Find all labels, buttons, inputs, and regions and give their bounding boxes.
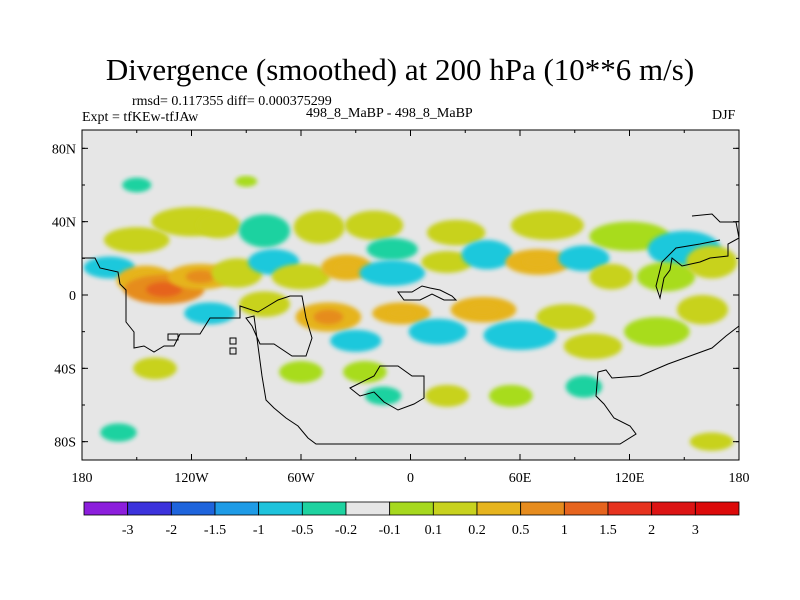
field-blob	[366, 238, 418, 261]
y-tick-label: 0	[69, 289, 76, 304]
field-blob-core	[335, 261, 359, 274]
season-label: DJF	[712, 108, 736, 123]
field-blob	[238, 291, 291, 317]
field-blob	[271, 263, 331, 290]
x-tick-label: 60E	[509, 471, 532, 486]
colorbar-box	[83, 501, 129, 516]
field-blob	[364, 386, 402, 406]
x-tick-label: 60W	[287, 471, 315, 486]
coastline-antarctic-land	[349, 365, 425, 411]
colorbar-box	[476, 501, 522, 516]
field-blob	[330, 329, 382, 352]
field-blob	[461, 240, 513, 270]
field-blob	[359, 260, 426, 286]
field-blob	[686, 245, 738, 279]
field-blob	[133, 357, 177, 380]
x-tick-label: 0	[407, 471, 414, 486]
x-tick-label: 120E	[615, 471, 645, 486]
colorbar-label: -2	[165, 523, 177, 538]
colorbar-label: -3	[122, 523, 134, 538]
colorbar-label: -0.1	[379, 523, 401, 538]
field-blob	[558, 245, 610, 272]
field-blob	[184, 302, 236, 325]
colorbar-box	[214, 501, 260, 516]
colorbar-box	[345, 501, 391, 516]
field-blob	[196, 212, 241, 239]
field-blob	[488, 384, 533, 407]
field-blob	[510, 210, 584, 240]
colorbar-box	[258, 501, 303, 516]
field-blob	[238, 214, 291, 248]
y-tick-label: 40S	[54, 362, 76, 377]
field-blob	[676, 295, 729, 325]
field-blob	[293, 210, 345, 244]
field-blob	[344, 210, 404, 240]
field-blob-core	[468, 303, 499, 317]
rmsd-label: rmsd= 0.117355 diff= 0.000375299	[132, 94, 332, 109]
field-blob-core	[388, 307, 415, 319]
field-blob	[103, 227, 170, 253]
coastline-africa	[397, 285, 458, 301]
colorbar-label: -1.5	[204, 523, 226, 538]
field-blob	[624, 317, 690, 347]
x-tick-label: 180	[729, 471, 750, 486]
field-blob	[279, 361, 323, 383]
colorbar-box	[389, 501, 434, 516]
field-blob-core	[313, 309, 344, 325]
colorbar-label: 1.5	[599, 523, 617, 538]
y-tick-label: 80S	[54, 436, 76, 451]
field-blob-core	[523, 255, 554, 269]
field-blob	[565, 375, 603, 398]
x-tick-label: 180	[72, 471, 93, 486]
x-tick-label: 120W	[174, 471, 209, 486]
field-blob	[421, 251, 473, 273]
colorbar-box	[607, 501, 653, 516]
field-blob	[689, 432, 734, 451]
colorbar-label: -1	[253, 523, 265, 538]
colorbar-box	[520, 501, 565, 516]
field-blob	[426, 219, 486, 246]
field-blob-core	[146, 282, 183, 297]
field-blob-core	[185, 270, 216, 284]
colorbar-label: 2	[648, 523, 655, 538]
colorbar-box	[651, 501, 696, 516]
colorbar-label: 0.5	[512, 523, 530, 538]
case-label: 498_8_MaBP - 498_8_MaBP	[306, 106, 473, 121]
field-blob	[425, 384, 469, 407]
colorbar-box	[694, 501, 740, 516]
experiment-label: Expt = tfKEw-tfJAw	[82, 110, 199, 125]
field-blob	[235, 175, 258, 187]
colorbar-box	[301, 501, 347, 516]
colorbar-label: -0.5	[291, 523, 313, 538]
colorbar-box	[563, 501, 609, 516]
field-blob	[342, 361, 387, 383]
field-blob	[589, 263, 634, 290]
colorbar-box	[432, 501, 478, 516]
colorbar-box	[127, 501, 172, 516]
y-tick-label: 40N	[52, 216, 76, 231]
coastline-americas	[82, 257, 739, 445]
field-blob	[536, 304, 595, 330]
field-blob	[563, 333, 623, 360]
field-blob	[636, 262, 696, 292]
colorbar-label: 0.2	[468, 523, 486, 538]
colorbar-label: -0.2	[335, 523, 357, 538]
field-blob	[483, 320, 557, 351]
field-blob	[408, 318, 468, 345]
colorbar-box	[170, 501, 216, 516]
colorbar-label: 0.1	[425, 523, 443, 538]
coastline-small-islands	[167, 333, 237, 355]
field-blob	[122, 177, 152, 193]
field-blob	[100, 423, 137, 442]
chart-title: Divergence (smoothed) at 200 hPa (10**6 …	[105, 52, 695, 87]
y-tick-label: 80N	[52, 142, 76, 157]
colorbar-label: 3	[692, 523, 699, 538]
colorbar-label: 1	[561, 523, 568, 538]
